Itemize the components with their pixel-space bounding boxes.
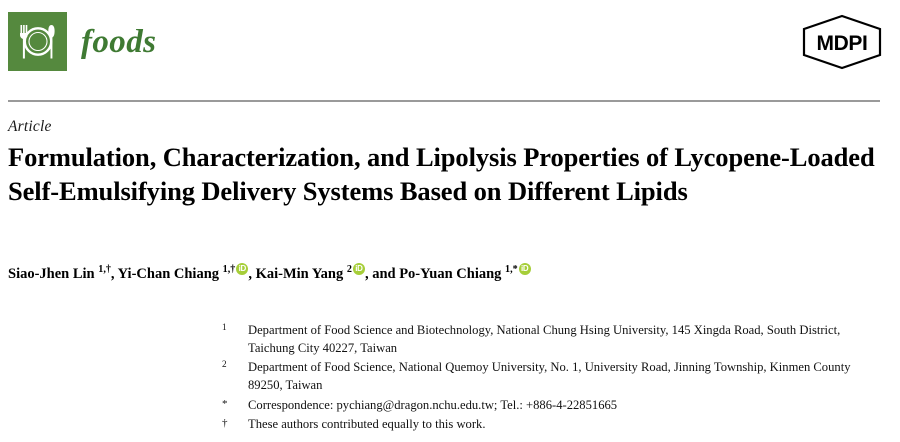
orcid-icon-label: iD xyxy=(355,264,363,273)
author-name: Yi-Chan Chiang xyxy=(117,266,223,282)
page-title: Formulation, Characterization, and Lipol… xyxy=(8,142,875,207)
orcid-icon[interactable]: iD xyxy=(236,263,249,275)
orcid-icon[interactable]: iD xyxy=(518,263,531,275)
author-separator: , and xyxy=(364,266,400,282)
orcid-icon-label: iD xyxy=(521,264,529,273)
affiliation-text: These authors contributed equally to thi… xyxy=(248,416,486,431)
author-name: Siao-Jhen Lin xyxy=(8,266,99,282)
author-affiliation-marker: 1,† xyxy=(222,264,236,276)
orcid-icon-label: iD xyxy=(238,264,247,273)
affiliation-marker: 2 xyxy=(222,359,227,370)
affiliation-marker: 1 xyxy=(222,322,227,332)
masthead-divider xyxy=(8,100,880,102)
affiliation-text: Correspondence: pychiang@dragon.nchu.edu… xyxy=(248,397,618,412)
journal-branding[interactable]: foods xyxy=(8,12,156,71)
affiliation-row: 1 Department of Food Science and Biotechn… xyxy=(222,322,882,358)
author-affiliation-marker: 1,† xyxy=(98,264,111,276)
author-separator: , xyxy=(248,266,256,282)
affiliation-row: † These authors contributed equally to th… xyxy=(222,416,882,434)
author-name: Kai-Min Yang xyxy=(255,266,347,282)
orcid-icon[interactable]: iD xyxy=(352,263,365,275)
author-affiliation-marker: 1,* xyxy=(505,264,518,276)
affiliation-marker: † xyxy=(222,416,228,429)
affiliation-row: 2 Department of Food Science, National Qu… xyxy=(222,359,882,395)
affiliation-text: Department of Food Science, National Que… xyxy=(248,360,851,393)
affiliation-text: Department of Food Science and Biotechno… xyxy=(248,323,841,355)
journal-title: foods xyxy=(81,24,157,60)
author-list: Siao-Jhen Lin 1,†, Yi-Chan Chiang 1,† iD,… xyxy=(8,263,888,284)
affiliation-row: * Correspondence: pychiang@dragon.nchu.ed… xyxy=(222,397,882,415)
svg-text:MDPI: MDPI xyxy=(817,32,868,55)
affiliation-marker: * xyxy=(222,397,228,410)
article-type-label: Article xyxy=(8,118,52,135)
affiliations-block: 1 Department of Food Science and Biotechn… xyxy=(222,322,882,435)
author-affiliation-marker: 2 xyxy=(346,264,352,276)
mdpi-hexagon-logo[interactable]: MDPI xyxy=(800,14,884,70)
masthead: foods MDPI xyxy=(0,0,900,102)
author-separator: , xyxy=(110,266,118,282)
author-name: Po-Yuan Chiang xyxy=(399,266,506,282)
fork-plate-knife-icon xyxy=(8,12,67,71)
